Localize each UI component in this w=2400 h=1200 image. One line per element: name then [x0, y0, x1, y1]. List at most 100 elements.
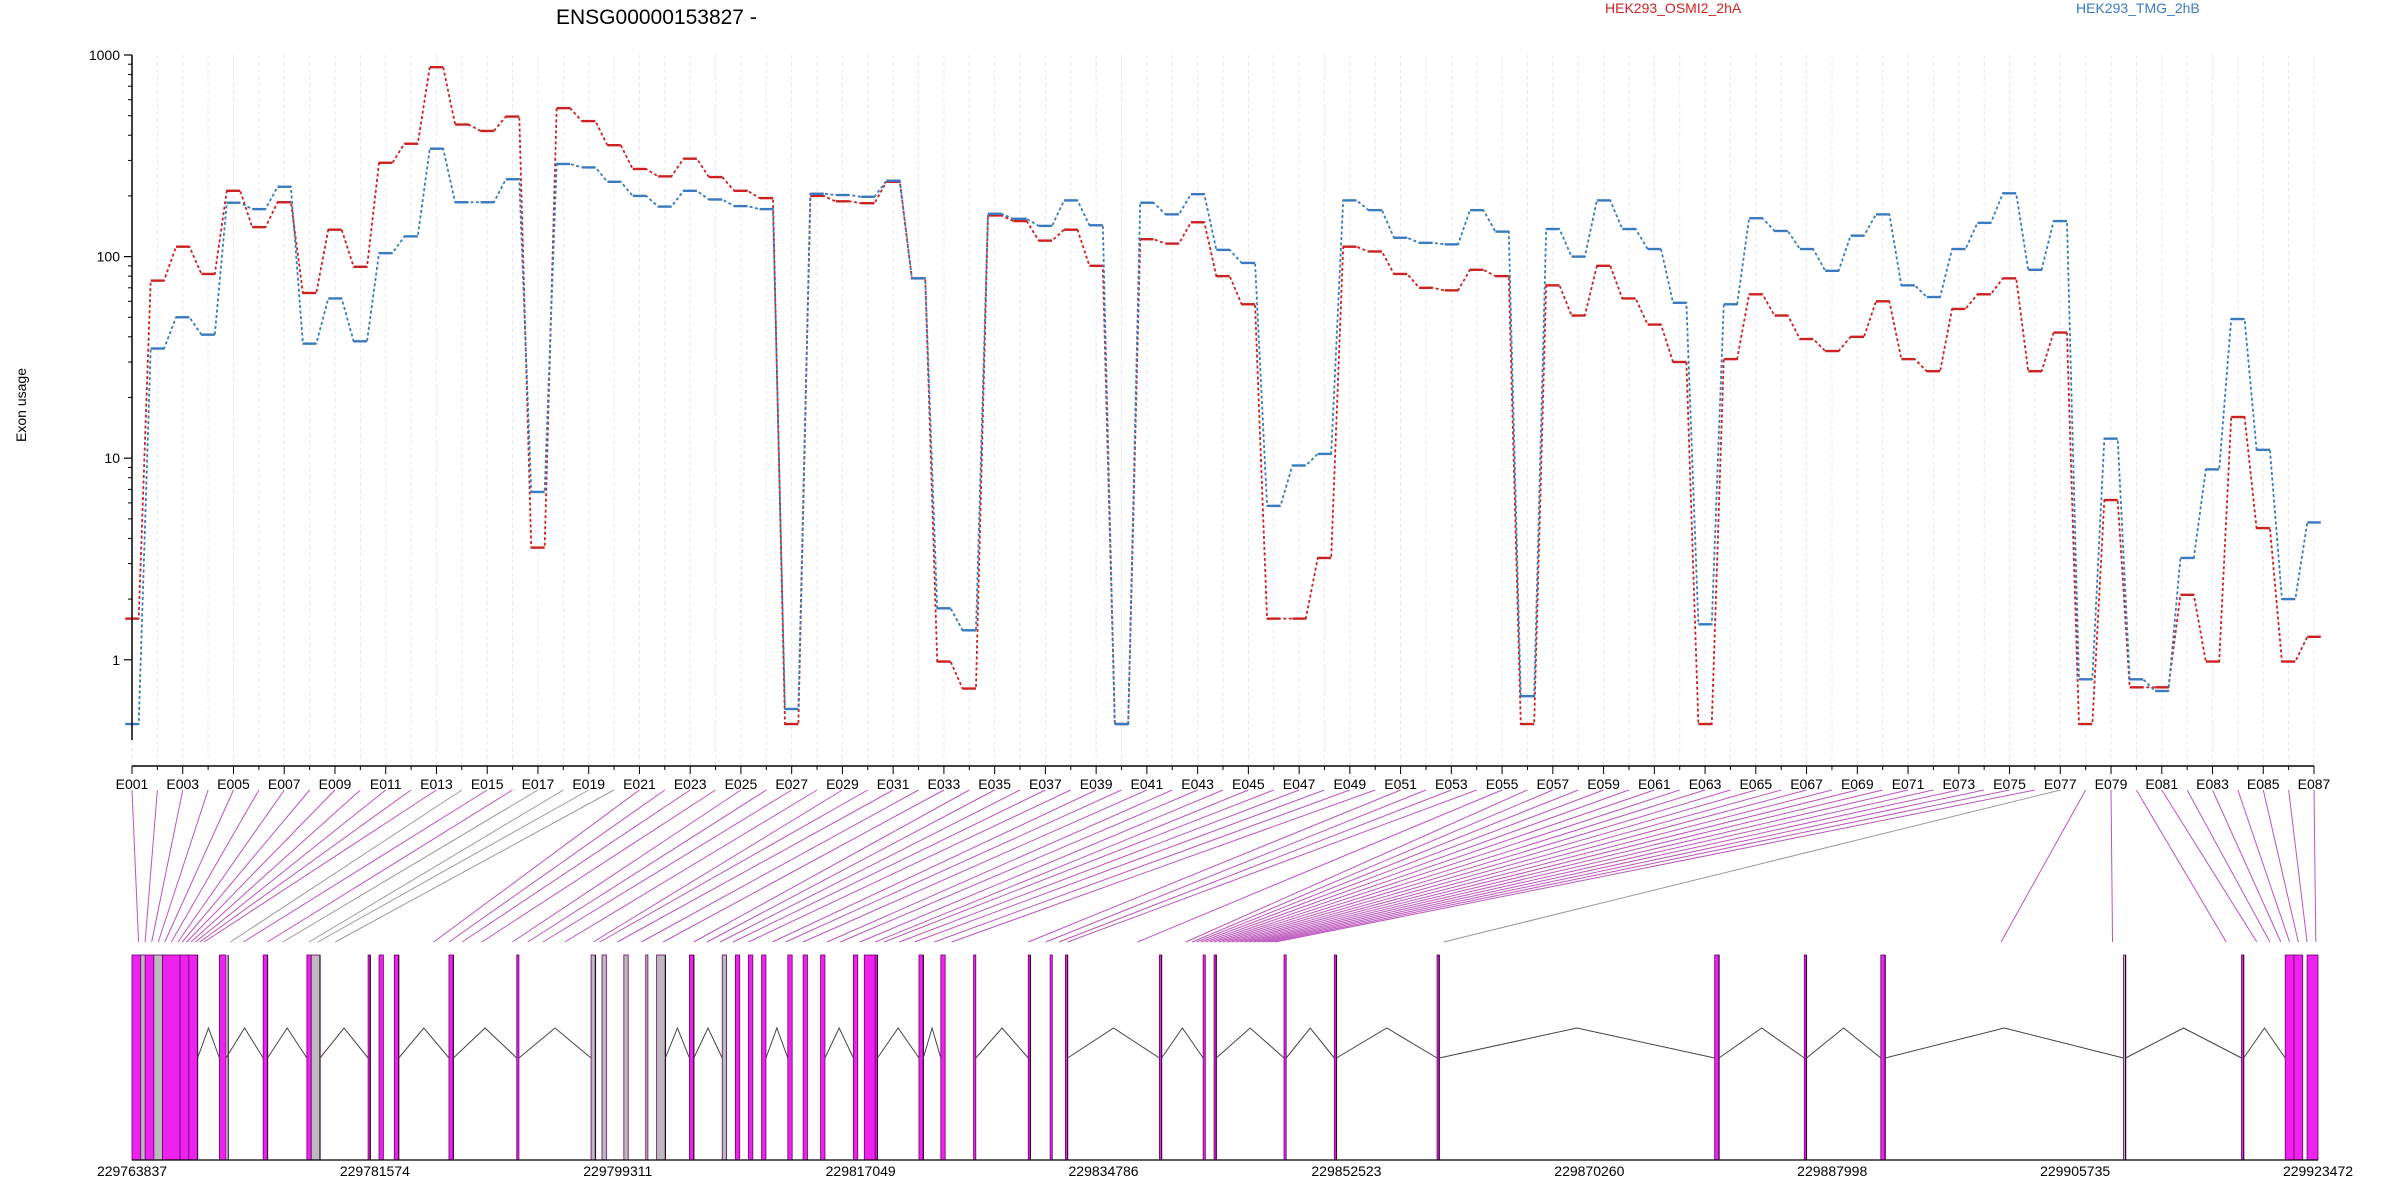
mapping-line	[1235, 789, 1807, 943]
exon-block	[601, 954, 607, 1161]
x-tick-label: E063	[1689, 776, 1722, 792]
mapping-line	[732, 789, 1046, 943]
mapping-line	[151, 789, 184, 943]
exon-block	[162, 954, 181, 1161]
x-tick-label: E071	[1892, 776, 1925, 792]
x-tick-label: E039	[1080, 776, 1113, 792]
mapping-line	[2237, 789, 2291, 943]
intron-line	[1718, 1027, 1805, 1059]
exon-mapping-lines	[131, 789, 2317, 943]
x-tick-label: E065	[1739, 776, 1772, 792]
intron-line	[225, 1027, 264, 1059]
mapping-line	[859, 789, 1224, 943]
intron-line	[1806, 1027, 1882, 1059]
gene-model: 229763837 229781574 229799311 229817049 2298…	[97, 954, 2353, 1179]
intron-line	[765, 1026, 789, 1059]
x-tick-label: E047	[1283, 776, 1316, 792]
x-tick-label: E053	[1435, 776, 1468, 792]
mapping-line	[1185, 789, 1528, 943]
mapping-line	[802, 789, 1148, 943]
y-tick-label: 10	[104, 450, 120, 466]
intron-line	[877, 1027, 920, 1059]
series-1	[125, 65, 2321, 726]
genomic-coordinate-label: 229887998	[1797, 1163, 1867, 1179]
mapping-line	[592, 789, 843, 943]
x-tick-label: E051	[1384, 776, 1417, 792]
series-lines	[125, 65, 2321, 726]
x-tick-label: E009	[319, 776, 352, 792]
mapping-line	[1209, 789, 1655, 943]
genomic-coordinate-label: 229817049	[826, 1163, 896, 1179]
intron-line	[197, 1026, 220, 1059]
mapping-line	[308, 789, 564, 943]
mapping-line	[1192, 789, 1554, 943]
exon-block	[973, 954, 977, 1161]
x-tick-label: E087	[2298, 776, 2331, 792]
x-tick-label: E075	[1993, 776, 2026, 792]
mapping-line	[243, 789, 488, 943]
exon-block	[1880, 954, 1886, 1161]
exon-block	[219, 954, 227, 1161]
intron-line	[975, 1027, 1029, 1059]
x-tick-label: E083	[2196, 776, 2229, 792]
mapping-line	[1270, 789, 2010, 943]
x-tick-label: E031	[877, 776, 910, 792]
mapping-line	[1253, 789, 1909, 943]
x-tick-label: E017	[522, 776, 555, 792]
x-tick-label: E015	[471, 776, 504, 792]
genomic-coordinate-label: 229923472	[2283, 1163, 2353, 1179]
genomic-coordinate-label: 229905735	[2040, 1163, 2110, 1179]
exon-block	[1049, 954, 1053, 1161]
mapping-line	[785, 789, 1122, 943]
mapping-line	[512, 789, 742, 943]
mapping-line	[1067, 789, 1477, 943]
intron-line	[518, 1027, 592, 1059]
mapping-line	[772, 789, 1097, 943]
intron-line	[398, 1027, 450, 1059]
mapping-line	[1227, 789, 1756, 943]
mapping-line	[190, 789, 361, 943]
mapping-line	[840, 789, 1198, 943]
x-tick-label: E067	[1790, 776, 1823, 792]
exon-block	[1202, 954, 1206, 1161]
intron-line	[1285, 1027, 1335, 1059]
mapping-line	[914, 789, 1325, 943]
mapping-line	[564, 789, 818, 943]
y-axis-label: Exon usage	[13, 368, 29, 442]
x-tick-label: E045	[1232, 776, 1265, 792]
exon-block	[940, 954, 946, 1161]
intron-line	[2243, 1027, 2286, 1059]
mapping-line	[2110, 789, 2114, 943]
mapping-line	[170, 789, 260, 943]
exon-block	[179, 954, 190, 1161]
mapping-line	[230, 789, 463, 943]
exon-block	[863, 954, 876, 1161]
mapping-line	[448, 789, 666, 943]
intron-line	[1161, 1027, 1204, 1059]
x-tick-label: E025	[725, 776, 758, 792]
mapping-line	[1240, 789, 1833, 943]
intron-line	[319, 1027, 369, 1059]
mapping-line	[2000, 789, 2087, 943]
x-tick-label: E037	[1029, 776, 1062, 792]
exon-block	[378, 954, 384, 1161]
mapping-line	[2288, 789, 2308, 943]
exon-block	[153, 954, 164, 1161]
chart-title: ENSG00000153827 -	[556, 6, 757, 29]
exon-block	[516, 954, 520, 1161]
x-tick-label: E033	[928, 776, 961, 792]
exon-block	[918, 954, 924, 1161]
mapping-line	[899, 789, 1300, 943]
mapping-line	[1248, 789, 1883, 943]
intron-line	[2125, 1027, 2242, 1059]
mapping-line	[883, 789, 1274, 943]
mapping-line	[461, 789, 691, 943]
mapping-line	[693, 789, 970, 943]
intron-line	[1067, 1027, 1160, 1059]
mapping-line	[1222, 789, 1731, 943]
x-tick-label: E079	[2095, 776, 2128, 792]
exon-block	[820, 954, 826, 1161]
intron-line	[1215, 1027, 1285, 1059]
mapping-line	[748, 789, 1071, 943]
